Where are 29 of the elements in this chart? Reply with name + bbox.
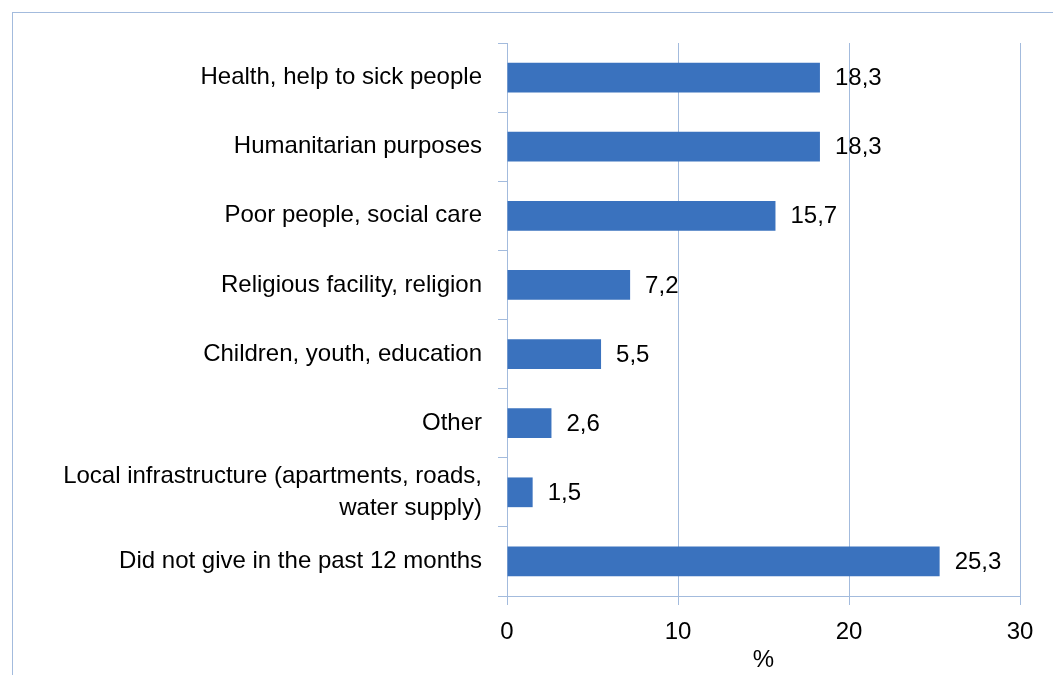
y-tick-label: Did not give in the past 12 months xyxy=(119,546,482,574)
y-tick-label: Poor people, social care xyxy=(224,200,482,228)
y-tick-label: Health, help to sick people xyxy=(200,62,482,90)
bar xyxy=(507,339,602,369)
data-label: 15,7 xyxy=(790,201,838,229)
bar xyxy=(507,200,776,231)
data-label: 5,5 xyxy=(616,339,650,367)
x-tick-label: 0 xyxy=(500,617,514,645)
x-tick-label: 20 xyxy=(835,617,863,645)
y-tick-label: Children, youth, education xyxy=(203,338,482,366)
bar xyxy=(507,270,631,300)
data-label: 7,2 xyxy=(645,270,679,298)
bar xyxy=(507,546,940,577)
data-label: 25,3 xyxy=(954,547,1002,575)
bar xyxy=(507,131,820,162)
y-tick-label: Other xyxy=(421,407,482,435)
data-label: 18,3 xyxy=(834,63,882,91)
x-axis-title: % xyxy=(752,645,775,673)
y-tick-label: Local infrastructure (apartments, roads, water supply) xyxy=(63,460,482,520)
bar xyxy=(507,408,552,439)
data-label: 2,6 xyxy=(566,408,600,436)
bar xyxy=(507,477,533,508)
bar xyxy=(507,62,820,93)
y-tick-label: Religious facility, religion xyxy=(221,269,482,297)
y-tick-label: Humanitarian purposes xyxy=(233,131,482,159)
x-tick-label: 10 xyxy=(664,617,692,645)
data-label: 18,3 xyxy=(834,132,882,160)
x-tick-label: 30 xyxy=(1006,617,1034,645)
data-label: 1,5 xyxy=(547,477,582,505)
